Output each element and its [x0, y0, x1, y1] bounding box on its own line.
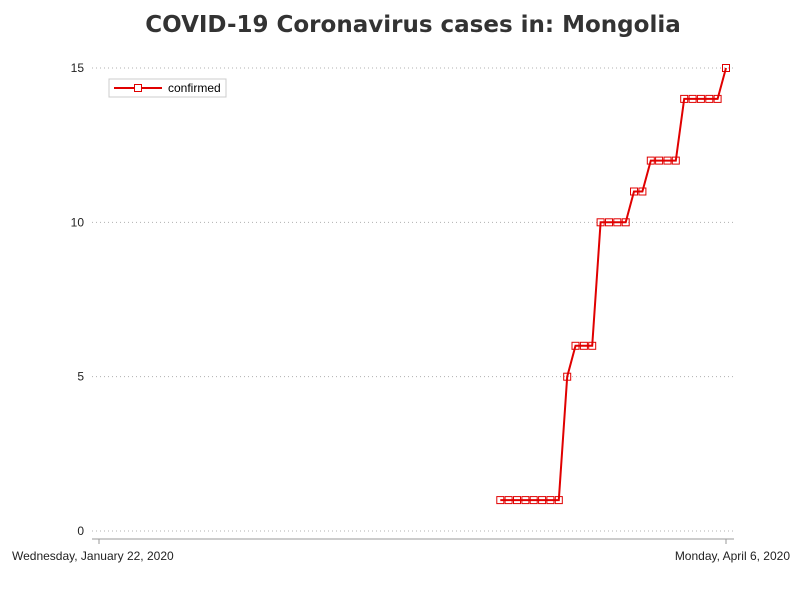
data-point: [579, 341, 588, 350]
series-layer: [496, 64, 730, 505]
data-point: [621, 218, 630, 227]
y-tick-label: 10: [71, 215, 85, 229]
y-tick-label: 0: [77, 524, 84, 538]
legend-box: [108, 78, 227, 98]
data-point: [613, 218, 622, 227]
data-point: [696, 94, 705, 103]
data-point: [605, 218, 613, 227]
data-point: [655, 156, 664, 165]
series-line-confirmed: [500, 67, 727, 502]
data-point: [554, 496, 563, 505]
data-point: [588, 341, 597, 350]
data-point: [705, 94, 714, 103]
legend-label: confirmed: [168, 81, 221, 95]
y-tick-label: 15: [71, 61, 85, 75]
legend: confirmed: [108, 78, 227, 98]
legend-marker: [134, 84, 142, 92]
grid: [92, 67, 734, 532]
y-tick-label: 5: [77, 370, 84, 384]
data-point: [646, 156, 655, 165]
data-point: [521, 496, 530, 505]
data-point: [596, 218, 605, 227]
data-point: [563, 372, 572, 381]
data-point: [630, 187, 638, 196]
data-point: [722, 64, 730, 72]
x-tick-label: Monday, April 6, 2020: [675, 549, 791, 563]
data-point: [529, 496, 538, 505]
data-point: [713, 94, 722, 103]
axes: 0 5 10 15 Wednesday, January 22, 2020 Monday,…: [12, 61, 790, 563]
x-tick-label: Wednesday, January 22, 2020: [12, 549, 174, 563]
data-point: [680, 94, 689, 103]
chart-title: COVID-19 Coronavirus cases in: Mongolia: [145, 12, 680, 38]
data-point: [513, 496, 521, 505]
data-point: [638, 187, 647, 196]
data-point: [546, 496, 555, 505]
data-point: [571, 341, 580, 350]
data-point: [671, 156, 680, 165]
data-point: [663, 156, 672, 165]
data-point: [688, 94, 697, 103]
data-point: [504, 496, 513, 505]
data-point: [538, 496, 547, 505]
data-point: [496, 496, 505, 505]
